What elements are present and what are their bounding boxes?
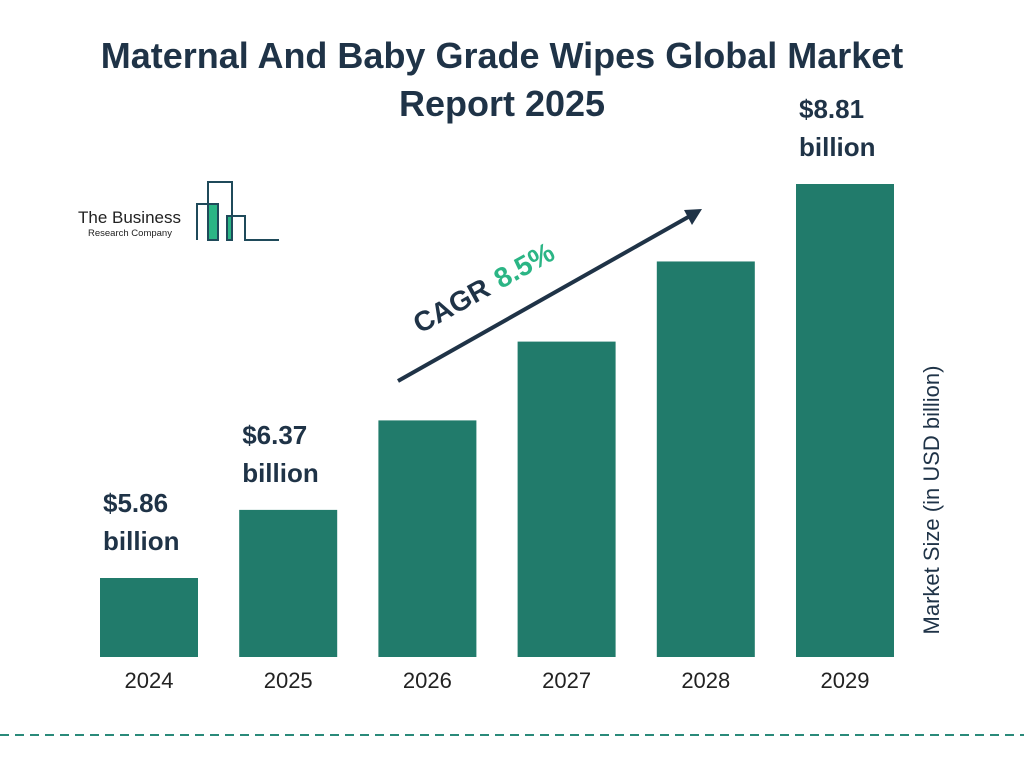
bar-2028 (656, 261, 755, 657)
cagr-value: 8.5% (489, 236, 560, 294)
x-tick-label: 2027 (542, 668, 591, 693)
cagr-arrow-line (397, 214, 691, 383)
logo-text-line1: The Business (78, 208, 181, 227)
logo-bar-green-1 (208, 204, 218, 240)
bars: 2024 $5.86 billion 2025 $6.37 billion 2026 2027… (100, 94, 894, 693)
data-label: billion (242, 458, 319, 488)
bar-2027 (517, 341, 616, 657)
data-label: $8.81 (799, 94, 864, 124)
cagr-prefix: CAGR (408, 272, 495, 339)
cagr-arrow-head-icon (684, 209, 702, 225)
logo-outline-1 (196, 203, 219, 241)
bar-2025 (239, 509, 338, 657)
x-tick-label: 2028 (681, 668, 730, 693)
data-label: $5.86 (103, 488, 168, 518)
cagr-label: CAGR8.5% (408, 236, 560, 339)
x-tick-label: 2024 (125, 668, 174, 693)
data-label: billion (103, 526, 180, 556)
logo-outline-2 (207, 181, 279, 241)
x-tick-label: 2026 (403, 668, 452, 693)
x-tick-label: 2025 (264, 668, 313, 693)
x-tick-label: 2029 (821, 668, 870, 693)
logo-text-line2: Research Company (88, 228, 172, 239)
logo-bar-green-2 (227, 216, 232, 240)
data-label: $6.37 (242, 420, 307, 450)
y-axis-label: Market Size (in USD billion) (919, 365, 944, 635)
bar-2026 (378, 420, 477, 657)
bar-2029 (796, 184, 894, 657)
company-logo: The Business Research Company (78, 181, 279, 241)
bar-2024 (100, 578, 198, 657)
data-label: billion (799, 132, 876, 162)
chart-title: Maternal And Baby Grade Wipes Global Mar… (100, 35, 904, 124)
